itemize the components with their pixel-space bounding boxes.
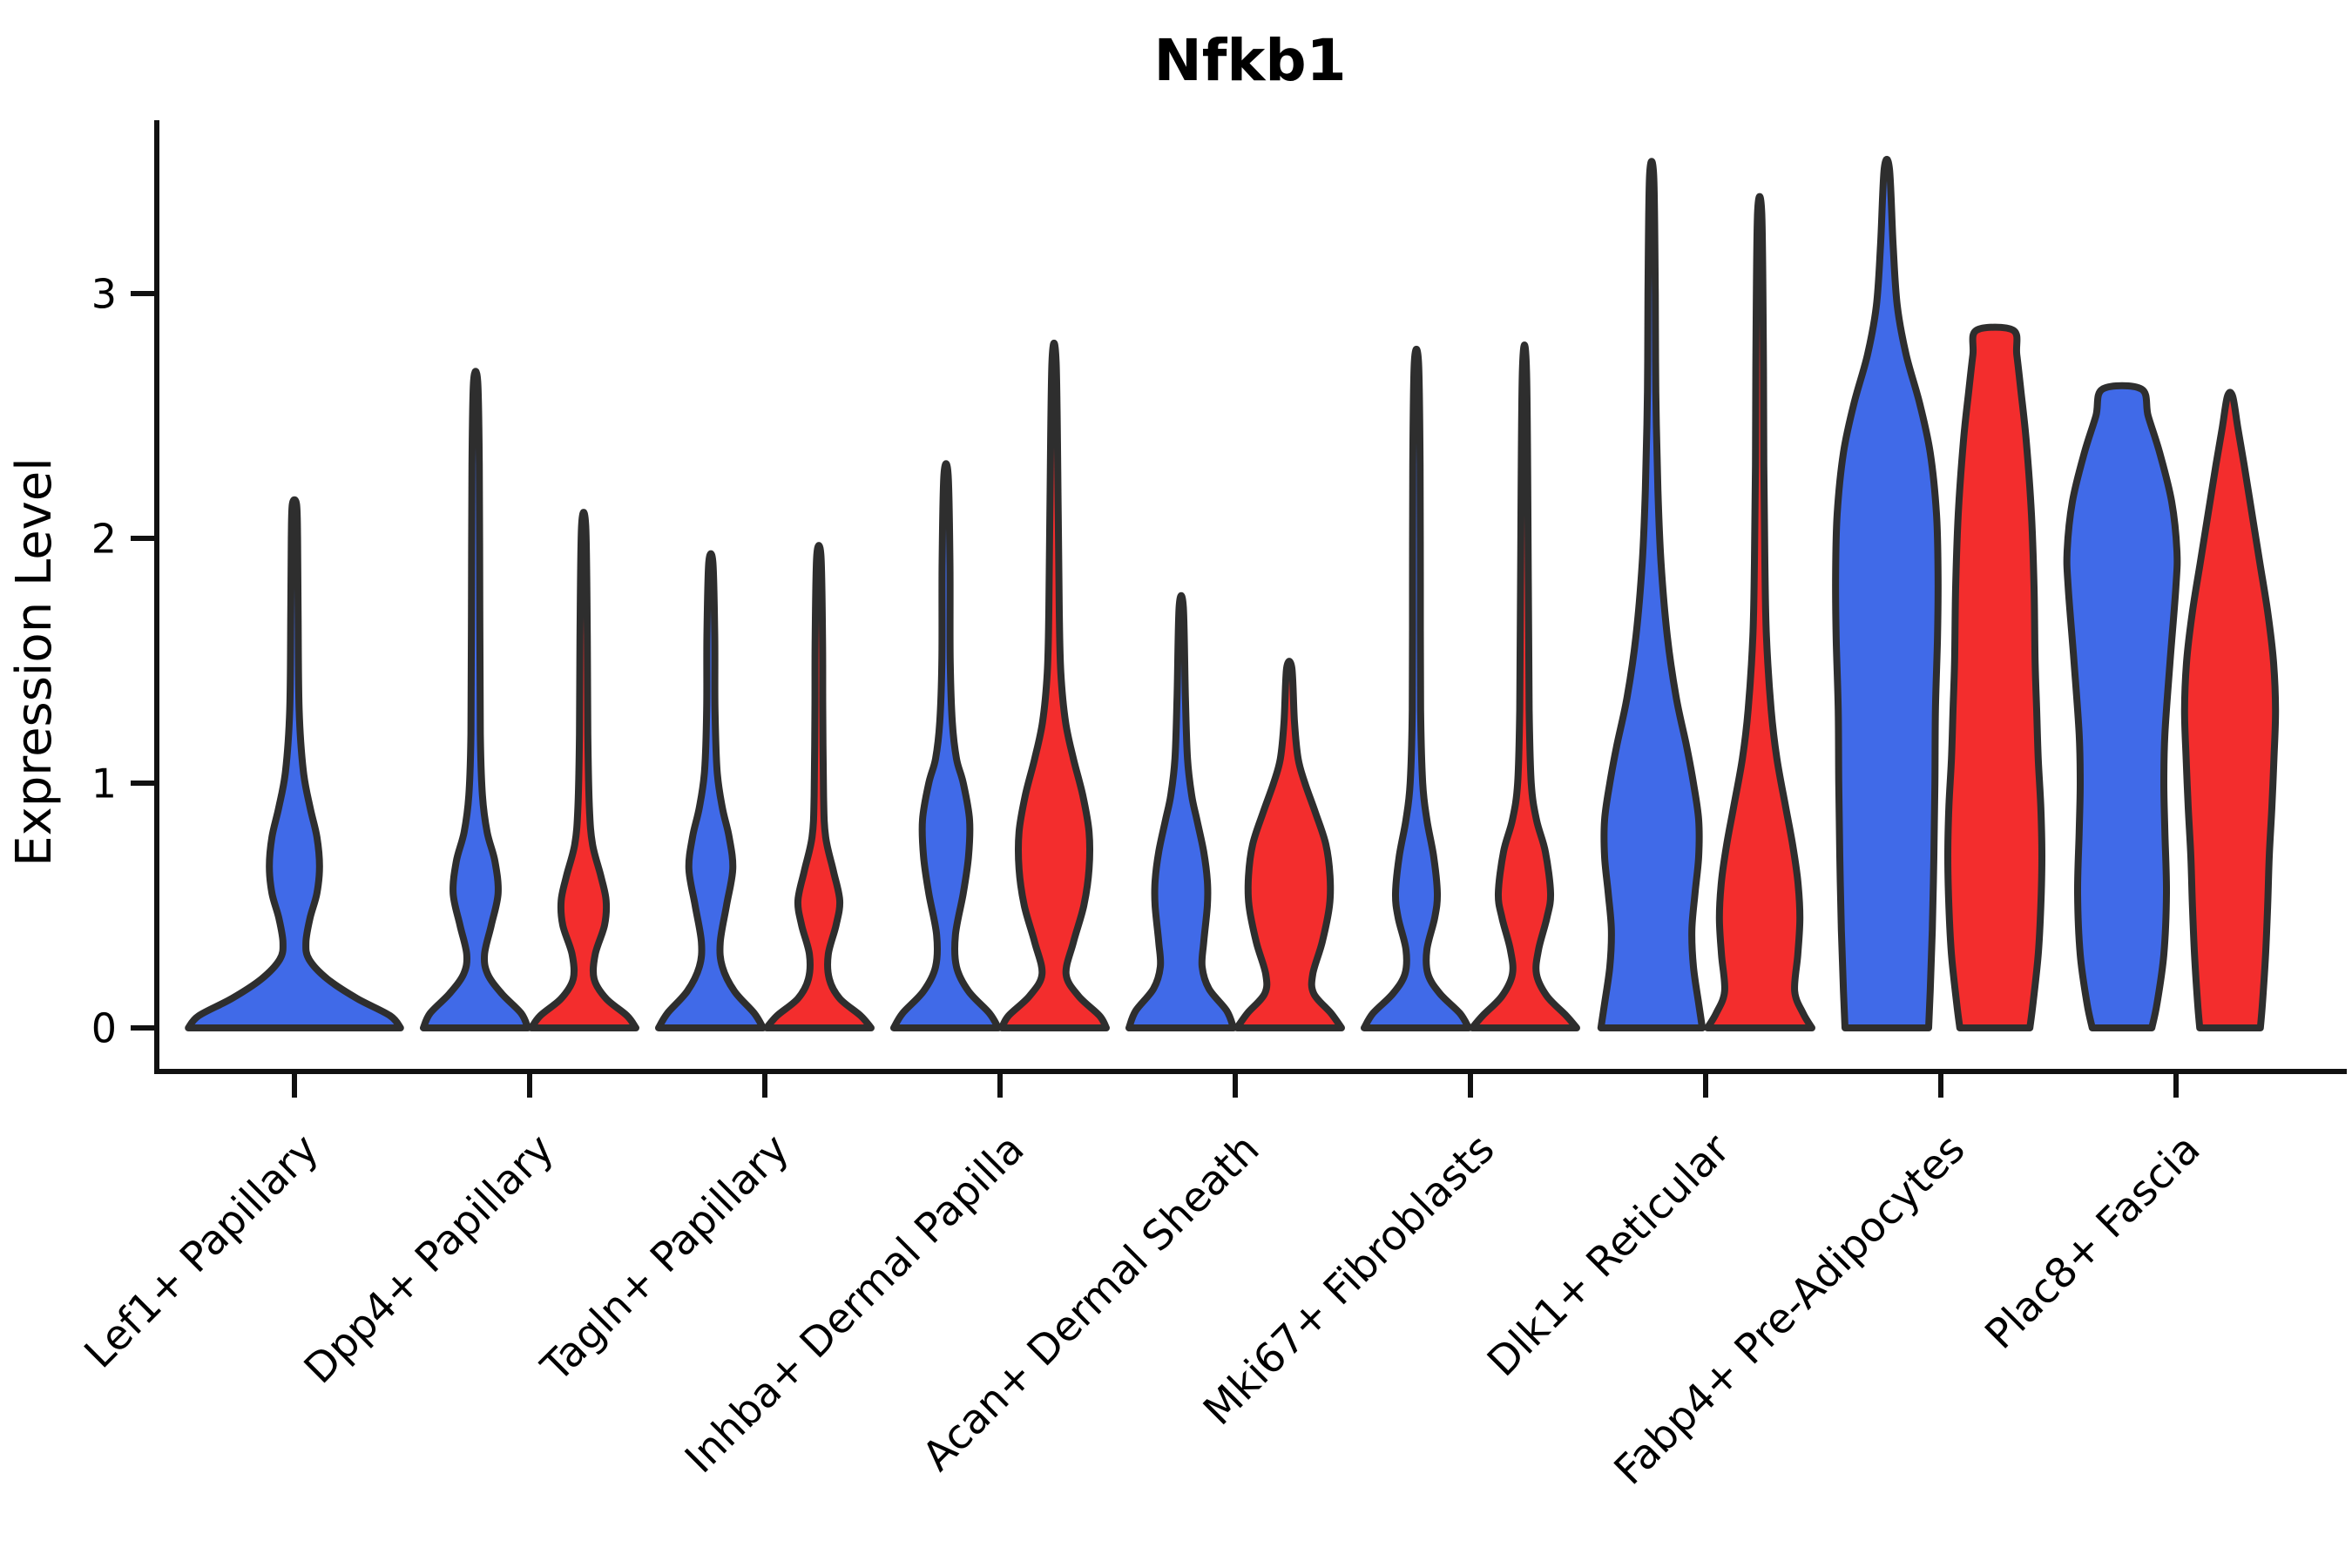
violin-condition-red-mki67-fibroblasts <box>1469 341 1580 1031</box>
y-axis-ticks: 0 1 2 3 <box>91 271 157 1052</box>
y-axis-label: Expression Level <box>6 457 63 867</box>
violin-condition-red-dpp4-papillary <box>528 509 639 1031</box>
violin-condition-blue-fabp4-pre-adipocytes <box>1832 155 1942 1031</box>
violin-condition-blue-lef1-papillary <box>185 496 404 1031</box>
violin-condition-red-fabp4-pre-adipocytes <box>1944 323 2045 1031</box>
y-tick-label: 1 <box>91 760 117 808</box>
violin-condition-red-tagln-papillary <box>763 542 875 1031</box>
violin-condition-blue-plac8-fascia <box>2063 382 2181 1031</box>
violin-condition-red-dlk1-reticular <box>1704 193 1815 1031</box>
violin-condition-blue-tagln-papillary <box>655 550 767 1031</box>
axes-layer <box>154 120 2347 1074</box>
violin-condition-blue-dlk1-reticular <box>1597 158 1707 1031</box>
x-tick-label: Tagln+ Papillary <box>532 1125 799 1392</box>
violin-condition-blue-acan-dermal-sheath <box>1125 591 1237 1031</box>
y-tick-label: 0 <box>91 1005 117 1052</box>
violin-condition-blue-inhba-dermal-papilla <box>890 460 1002 1031</box>
chart-title: Nfkb1 <box>1153 27 1346 94</box>
violin-condition-red-inhba-dermal-papilla <box>998 339 1110 1031</box>
violin-condition-blue-mki67-fibroblasts <box>1361 345 1472 1031</box>
violin-condition-blue-dpp4-papillary <box>420 368 531 1031</box>
x-tick-label: Dpp4+ Papillary <box>295 1125 564 1394</box>
violin-condition-red-acan-dermal-sheath <box>1233 658 1345 1031</box>
x-tick-label: Plac8+ Fascia <box>1977 1125 2210 1359</box>
violins-layer <box>185 155 2280 1031</box>
violin-condition-red-plac8-fascia <box>2180 389 2280 1031</box>
x-tick-label: Lef1+ Papillary <box>76 1125 328 1378</box>
x-tick-label: Dlk1+ Reticular <box>1478 1125 1740 1386</box>
y-tick-label: 3 <box>91 271 117 318</box>
y-tick-label: 2 <box>91 516 117 563</box>
